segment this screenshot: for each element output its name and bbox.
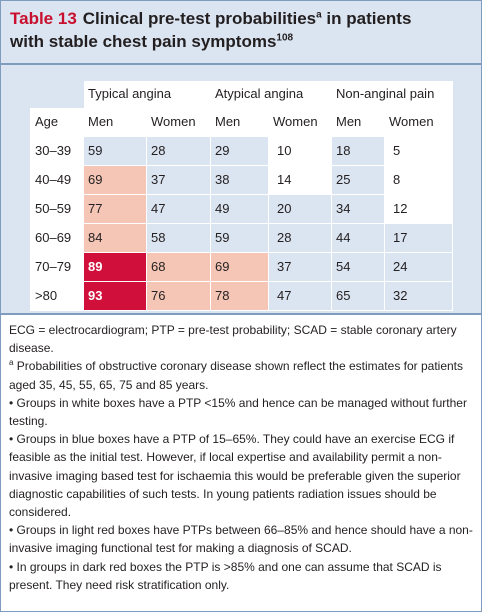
cell-typical-women: 28 bbox=[146, 136, 211, 166]
table-panel: Typical angina Atypical angina Non-angin… bbox=[1, 65, 481, 313]
group-header-nonanginal: Non-anginal pain bbox=[331, 80, 453, 108]
column-header-atypical-women: Women bbox=[268, 107, 332, 137]
footnote-a: a Probabilities of obstructive coronary … bbox=[9, 357, 475, 393]
column-header-nonanginal-women: Women bbox=[384, 107, 453, 137]
probability-table: Typical angina Atypical angina Non-angin… bbox=[30, 80, 453, 311]
cell-typical-men: 59 bbox=[83, 136, 147, 166]
group-header-typical: Typical angina bbox=[83, 80, 211, 108]
cell-typical-men: 69 bbox=[83, 165, 147, 195]
table-label: Table 13 bbox=[10, 9, 77, 28]
cell-atypical-men: 49 bbox=[210, 194, 269, 224]
title-divider bbox=[1, 63, 481, 65]
column-header-typical-men: Men bbox=[83, 107, 147, 137]
cell-typical-men: 89 bbox=[83, 252, 147, 282]
cell-atypical-men: 78 bbox=[210, 281, 269, 311]
footnote-bullet: • In groups in dark red boxes the PTP is… bbox=[9, 559, 442, 592]
age-cell: 60–69 bbox=[30, 223, 84, 253]
group-header-atypical: Atypical angina bbox=[210, 80, 332, 108]
group-header-spacer bbox=[31, 81, 84, 108]
title-text-1b: in patients bbox=[321, 9, 412, 28]
table-row: >80 93 76 78 47 65 32 bbox=[30, 281, 453, 311]
footnote-a-marker: a bbox=[9, 358, 14, 368]
cell-nonanginal-women: 5 bbox=[384, 136, 453, 166]
cell-nonanginal-women: 8 bbox=[384, 165, 453, 195]
footnotes: ECG = electrocardiogram; PTP = pre-test … bbox=[9, 321, 475, 594]
cell-nonanginal-men: 44 bbox=[331, 223, 385, 253]
table-row: 70–79 89 68 69 37 54 24 bbox=[30, 252, 453, 282]
cell-atypical-men: 59 bbox=[210, 223, 269, 253]
footnote-bullet: • Groups in blue boxes have a PTP of 15–… bbox=[9, 432, 461, 520]
notes-divider bbox=[1, 313, 481, 315]
cell-atypical-women: 20 bbox=[268, 194, 332, 224]
age-cell: 70–79 bbox=[30, 252, 84, 282]
table-row: 50–59 77 47 49 20 34 12 bbox=[30, 194, 453, 224]
cell-typical-women: 76 bbox=[146, 281, 211, 311]
cell-atypical-men: 38 bbox=[210, 165, 269, 195]
table-row: 30–39 59 28 29 10 18 5 bbox=[30, 136, 453, 166]
footnote-bullets: • Groups in white boxes have a PTP <15% … bbox=[9, 394, 475, 594]
cell-nonanginal-men: 34 bbox=[331, 194, 385, 224]
title-text-1: Clinical pre-test probabilities bbox=[82, 9, 317, 28]
cell-atypical-women: 37 bbox=[268, 252, 332, 282]
table-row: 40–49 69 37 38 14 25 8 bbox=[30, 165, 453, 195]
footnote-bullet: • Groups in white boxes have a PTP <15% … bbox=[9, 395, 467, 429]
cell-nonanginal-men: 65 bbox=[331, 281, 385, 311]
title-line-2: with stable chest pain symptoms108 bbox=[10, 32, 293, 52]
cell-nonanginal-men: 54 bbox=[331, 252, 385, 282]
column-header-atypical-men: Men bbox=[210, 107, 269, 137]
title-superscript-a: a bbox=[316, 9, 322, 21]
column-header-row: Age Men Women Men Women Men Women bbox=[30, 107, 453, 137]
cell-nonanginal-women: 12 bbox=[384, 194, 453, 224]
cell-atypical-women: 14 bbox=[268, 165, 332, 195]
footnote-a-text: Probabilities of obstructive coronary di… bbox=[9, 359, 464, 392]
column-header-nonanginal-men: Men bbox=[331, 107, 385, 137]
cell-nonanginal-women: 32 bbox=[384, 281, 453, 311]
cell-typical-men: 93 bbox=[83, 281, 147, 311]
cell-typical-women: 58 bbox=[146, 223, 211, 253]
age-cell: 40–49 bbox=[30, 165, 84, 195]
column-header-typical-women: Women bbox=[146, 107, 211, 137]
cell-atypical-women: 28 bbox=[268, 223, 332, 253]
cell-atypical-men: 69 bbox=[210, 252, 269, 282]
cell-nonanginal-men: 18 bbox=[331, 136, 385, 166]
cell-typical-men: 77 bbox=[83, 194, 147, 224]
age-cell: 30–39 bbox=[30, 136, 84, 166]
cell-atypical-women: 10 bbox=[268, 136, 332, 166]
cell-typical-women: 37 bbox=[146, 165, 211, 195]
title-reference-sup: 108 bbox=[276, 32, 294, 44]
cell-typical-women: 47 bbox=[146, 194, 211, 224]
cell-atypical-women: 47 bbox=[268, 281, 332, 311]
table-row: 60–69 84 58 59 28 44 17 bbox=[30, 223, 453, 253]
age-cell: >80 bbox=[30, 281, 84, 311]
cell-nonanginal-men: 25 bbox=[331, 165, 385, 195]
footnote-abbreviations: ECG = electrocardiogram; PTP = pre-test … bbox=[9, 323, 457, 356]
title-text-2: with stable chest pain symptoms bbox=[10, 32, 277, 51]
title-line-1: Table 13 Clinical pre-test probabilitiesa… bbox=[10, 9, 411, 29]
cell-nonanginal-women: 24 bbox=[384, 252, 453, 282]
cell-typical-men: 84 bbox=[83, 223, 147, 253]
footnote-bullet: • Groups in light red boxes have PTPs be… bbox=[9, 523, 473, 556]
cell-nonanginal-women: 17 bbox=[384, 223, 453, 253]
cell-atypical-men: 29 bbox=[210, 136, 269, 166]
title-block: Table 13 Clinical pre-test probabilitiesa… bbox=[1, 1, 481, 63]
age-cell: 50–59 bbox=[30, 194, 84, 224]
group-header-row: Typical angina Atypical angina Non-angin… bbox=[31, 80, 453, 108]
cell-typical-women: 68 bbox=[146, 252, 211, 282]
column-header-age: Age bbox=[30, 107, 84, 137]
